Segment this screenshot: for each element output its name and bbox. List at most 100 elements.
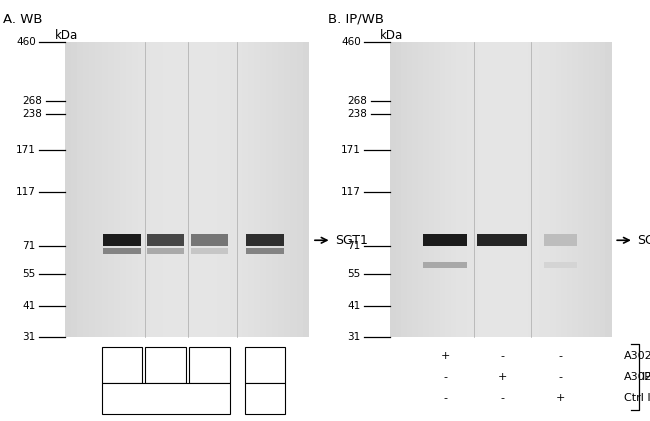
Text: HeLa: HeLa — [151, 392, 181, 405]
Bar — [495, 42, 501, 337]
Bar — [90, 42, 96, 337]
Bar — [211, 42, 218, 337]
Bar — [199, 42, 206, 337]
Bar — [96, 42, 102, 337]
Text: 171: 171 — [16, 145, 36, 155]
Bar — [291, 42, 297, 337]
Text: +: + — [441, 351, 450, 361]
Text: Ctrl IgG: Ctrl IgG — [624, 393, 650, 403]
Bar — [500, 42, 507, 337]
Text: 171: 171 — [341, 145, 361, 155]
Text: 117: 117 — [16, 187, 36, 197]
Bar — [162, 42, 169, 337]
Bar — [191, 234, 228, 246]
Text: 55: 55 — [348, 269, 361, 279]
Bar — [103, 248, 140, 254]
Text: 238: 238 — [347, 109, 367, 119]
Bar — [229, 42, 237, 337]
Bar — [423, 234, 467, 246]
Bar — [572, 42, 578, 337]
Text: 50: 50 — [114, 359, 129, 372]
Bar — [462, 42, 468, 337]
Bar — [589, 42, 595, 337]
Bar — [473, 42, 479, 337]
Bar — [244, 383, 285, 413]
Bar — [606, 42, 612, 337]
Bar — [101, 42, 109, 337]
Bar — [477, 234, 527, 246]
Bar — [303, 42, 309, 337]
Bar — [181, 42, 188, 337]
Bar — [132, 42, 139, 337]
Text: 31: 31 — [348, 332, 361, 342]
Text: -: - — [558, 351, 563, 361]
Bar — [224, 42, 230, 337]
Text: -: - — [443, 393, 447, 403]
Bar — [120, 42, 127, 337]
Bar — [114, 42, 120, 337]
Text: 238: 238 — [22, 109, 42, 119]
Bar — [561, 42, 567, 337]
Text: 41: 41 — [23, 301, 36, 311]
Text: -: - — [443, 372, 447, 382]
Bar — [556, 42, 562, 337]
Bar — [285, 42, 291, 337]
Bar — [101, 347, 142, 383]
Bar — [429, 42, 435, 337]
Bar — [83, 42, 90, 337]
Bar — [191, 248, 228, 254]
Bar — [193, 42, 200, 337]
Text: IP: IP — [642, 372, 650, 382]
Bar — [584, 42, 590, 337]
Bar — [138, 42, 145, 337]
Bar — [236, 42, 242, 337]
Text: 41: 41 — [348, 301, 361, 311]
Bar — [189, 347, 230, 383]
Bar — [260, 42, 266, 337]
Text: 460: 460 — [16, 37, 36, 47]
Bar — [71, 42, 78, 337]
Text: 117: 117 — [341, 187, 361, 197]
Text: 268: 268 — [347, 96, 367, 106]
Bar — [456, 42, 463, 337]
Bar — [545, 262, 577, 268]
Bar — [434, 42, 441, 337]
Bar — [144, 42, 151, 337]
Bar — [65, 42, 72, 337]
Bar — [266, 42, 273, 337]
Bar — [108, 42, 114, 337]
Bar — [101, 383, 230, 413]
Text: kDa: kDa — [55, 29, 79, 42]
Bar — [506, 42, 512, 337]
Bar — [65, 42, 309, 337]
Bar — [484, 42, 490, 337]
Text: 31: 31 — [23, 332, 36, 342]
Bar — [600, 42, 606, 337]
Bar — [272, 42, 279, 337]
Bar — [528, 42, 534, 337]
Bar — [77, 42, 84, 337]
Bar — [539, 42, 545, 337]
Bar — [545, 234, 577, 246]
Bar — [594, 42, 601, 337]
Text: 55: 55 — [23, 269, 36, 279]
Bar — [395, 42, 402, 337]
Bar — [157, 42, 163, 337]
Bar — [242, 42, 248, 337]
Bar — [407, 42, 413, 337]
Bar — [150, 42, 157, 337]
Bar — [417, 42, 424, 337]
Bar — [517, 42, 523, 337]
Bar — [147, 234, 185, 246]
Text: 460: 460 — [341, 37, 361, 47]
Text: A302-775A: A302-775A — [624, 351, 650, 361]
Bar — [147, 248, 185, 254]
Bar — [146, 347, 186, 383]
Text: +: + — [556, 393, 566, 403]
Bar — [103, 234, 140, 246]
Text: A302-776A: A302-776A — [624, 372, 650, 382]
Text: 15: 15 — [159, 359, 173, 372]
Text: 5: 5 — [206, 359, 213, 372]
Text: A. WB: A. WB — [3, 13, 43, 26]
Text: B. IP/WB: B. IP/WB — [328, 13, 384, 26]
